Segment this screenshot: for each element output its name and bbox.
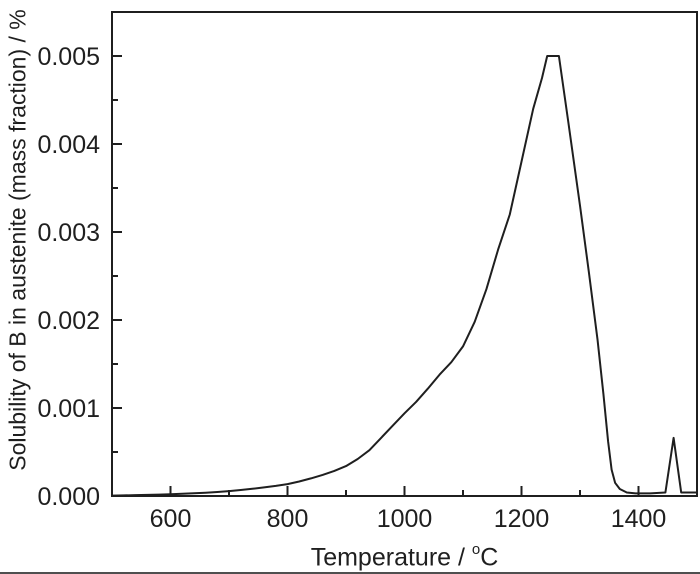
x-tick-label: 1200 <box>494 505 550 533</box>
y-tick-label: 0.001 <box>37 395 100 423</box>
y-axis-title: Solubility of B in austenite (mass fract… <box>4 9 31 471</box>
y-tick-label: 0.002 <box>37 307 100 335</box>
screenshot-bottom-border <box>0 572 700 574</box>
x-tick-label: 1000 <box>377 505 433 533</box>
plot-frame <box>111 11 698 497</box>
x-axis-title: Temperature / oC <box>112 541 697 572</box>
x-axis-title-degree-superscript: o <box>471 541 481 558</box>
x-tick-label: 800 <box>267 505 309 533</box>
x-tick-label: 600 <box>150 505 192 533</box>
x-axis-title-text: Temperature / <box>310 543 472 572</box>
y-tick-label: 0.000 <box>37 483 100 511</box>
y-tick-label: 0.004 <box>37 131 100 159</box>
y-tick-label: 0.003 <box>37 219 100 247</box>
y-tick-label: 0.005 <box>37 43 100 71</box>
x-tick-label: 1400 <box>611 505 667 533</box>
solubility-curve <box>111 55 697 497</box>
x-axis-title-unit: C <box>480 543 499 572</box>
